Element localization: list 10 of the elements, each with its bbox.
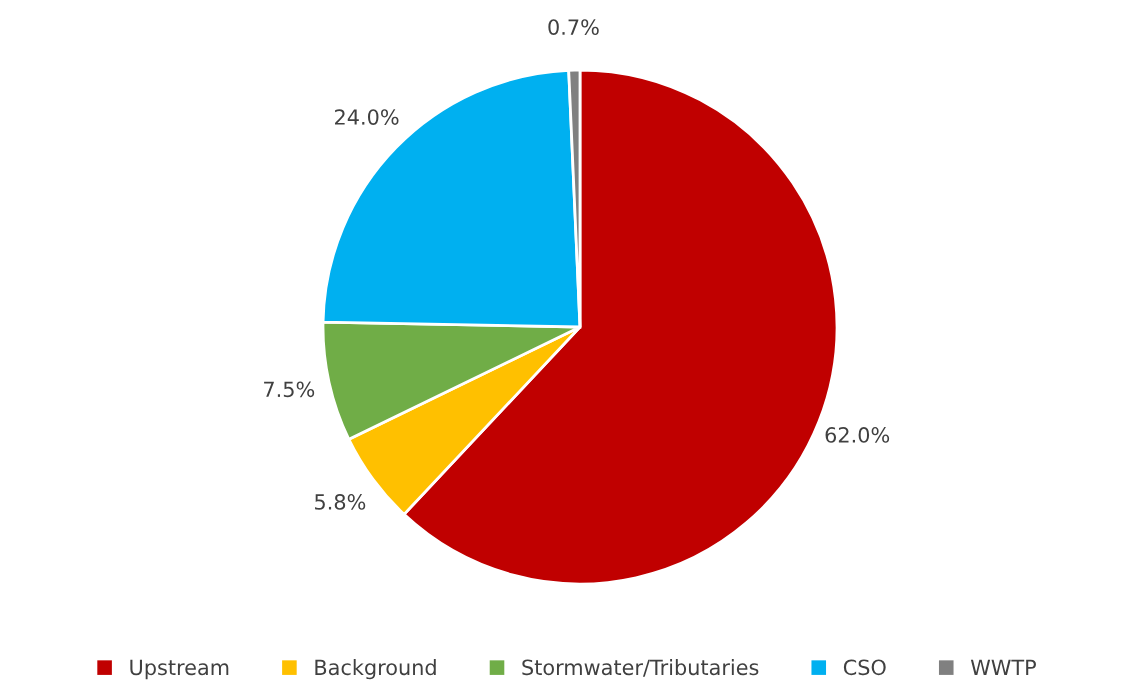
data-label: 24.0% [335, 109, 399, 125]
legend-label: Upstream [130, 659, 229, 680]
data-label: 62.0% [825, 427, 890, 443]
legend-label: Stormwater/Tributaries [522, 659, 759, 677]
legend-label: Background [315, 659, 436, 680]
data-label: 7.5% [264, 381, 315, 398]
legend-label: CSO [843, 659, 886, 676]
legend-label: WWTP [970, 659, 1036, 675]
data-label: 5.8% [315, 494, 366, 510]
data-label: 0.7% [548, 19, 599, 35]
